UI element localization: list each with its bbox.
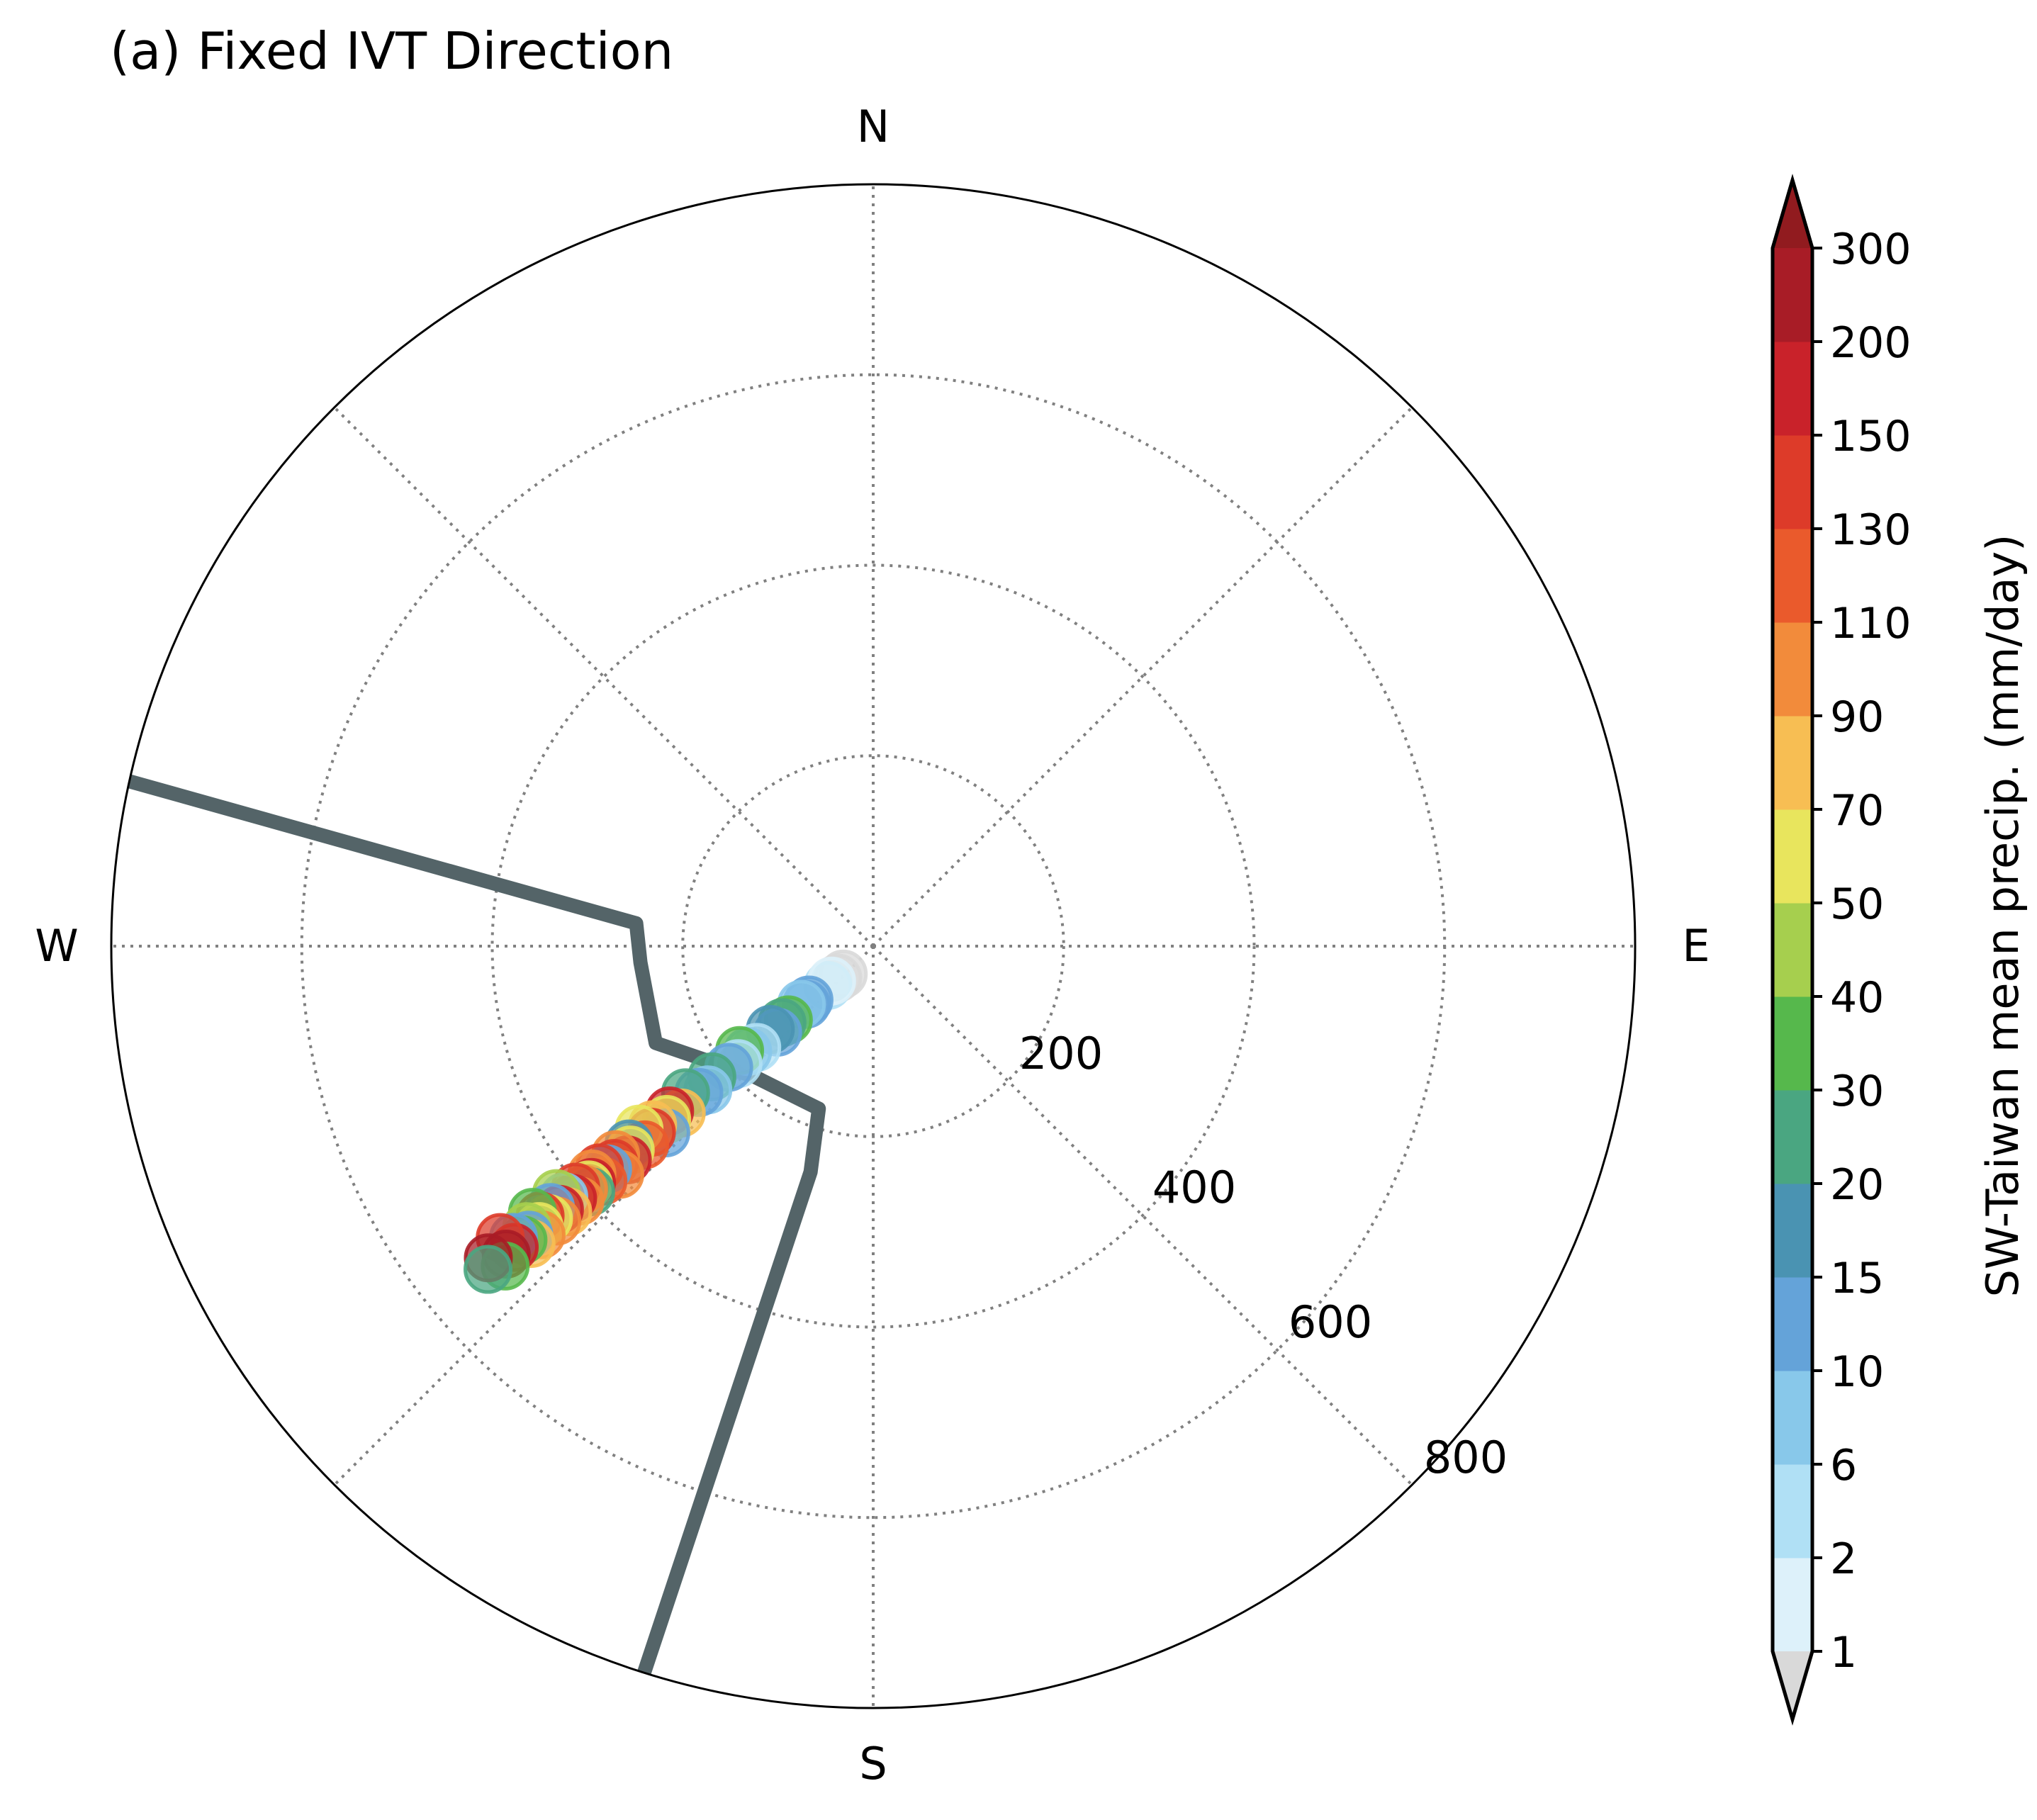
compass-label-n: N <box>857 101 890 152</box>
theta-gridlines <box>111 184 1635 1708</box>
colorbar-tick-label: 2 <box>1830 1534 1857 1584</box>
colorbar-tick-label: 40 <box>1830 973 1884 1023</box>
colorbar-segment <box>1773 342 1812 436</box>
colorbar-segment <box>1773 529 1812 623</box>
colorbar-label: SW-Taiwan mean precip. (mm/day) <box>1977 534 2028 1298</box>
colorbar-tick-label: 90 <box>1830 692 1884 742</box>
colorbar-over-arrow <box>1773 180 1812 248</box>
colorbar-tick-label: 130 <box>1830 505 1912 555</box>
colorbar-segment <box>1773 1090 1812 1184</box>
colorbar-tick-label: 200 <box>1830 318 1912 368</box>
polar-frame <box>110 183 1637 1709</box>
colorbar-tick-label: 10 <box>1830 1347 1884 1397</box>
r-tick-label-400: 400 <box>1152 1162 1236 1213</box>
colorbar-tick-label: 150 <box>1830 412 1912 461</box>
colorbar-segment <box>1773 809 1812 904</box>
colorbar-segment <box>1773 1277 1812 1371</box>
colorbar-tick-label: 20 <box>1830 1160 1884 1210</box>
colorbar-under-arrow <box>1773 1651 1812 1719</box>
colorbar-segment <box>1773 248 1812 342</box>
colorbar-segment <box>1773 435 1812 529</box>
colorbar-tick-labels: 1 2 6 10 15 20 30 40 50 70 90 110 130 150 200 300 <box>1812 225 1912 1678</box>
colorbar-tick-label: 300 <box>1830 225 1912 274</box>
boundary-outline-layer <box>127 774 826 1675</box>
boundary-outline <box>127 774 826 1675</box>
colorbar-segment <box>1773 1371 1812 1465</box>
colorbar-segment <box>1773 903 1812 997</box>
colorbar-tick-label: 1 <box>1830 1628 1857 1678</box>
radial-gridline-200 <box>681 754 1065 1138</box>
colorbar <box>1771 174 1814 1726</box>
colorbar-segment <box>1773 1464 1812 1558</box>
colorbar-tick-label: 6 <box>1830 1441 1857 1490</box>
chart-title: (a) Fixed IVT Direction <box>110 21 673 81</box>
radial-gridline-600 <box>300 373 1447 1520</box>
radial-gridline-400 <box>490 563 1256 1329</box>
colorbar-segment <box>1773 1558 1812 1652</box>
r-tick-label-800: 800 <box>1424 1432 1508 1483</box>
colorbar-tick-label: 50 <box>1830 880 1884 929</box>
colorbar-tick-label: 30 <box>1830 1067 1884 1116</box>
colorbar-tick-label: 15 <box>1830 1254 1884 1303</box>
compass-label-s: S <box>859 1738 887 1790</box>
compass-label-e: E <box>1682 920 1710 972</box>
scatter-points <box>463 949 868 1294</box>
colorbar-segment <box>1773 716 1812 810</box>
colorbar-tick-label: 110 <box>1830 599 1912 648</box>
colorbar-segment <box>1773 1184 1812 1278</box>
colorbar-segment <box>1773 622 1812 717</box>
radial-gridlines <box>300 373 1447 1520</box>
scatter-point <box>463 1245 512 1294</box>
colorbar-tick-label: 70 <box>1830 786 1884 836</box>
r-tick-label-200: 200 <box>1019 1028 1103 1079</box>
compass-label-w: W <box>35 920 78 972</box>
colorbar-segment <box>1773 996 1812 1091</box>
r-tick-label-600: 600 <box>1289 1296 1372 1348</box>
